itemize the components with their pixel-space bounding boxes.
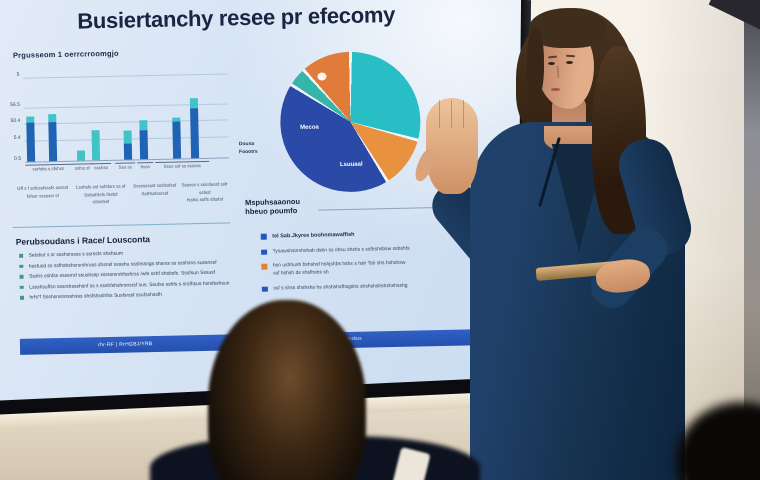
wall-pillar (744, 0, 760, 480)
presenter-raised-hand (426, 98, 478, 194)
presenter-hair-side (527, 28, 544, 100)
finger-line (463, 100, 464, 128)
presenter-eye (548, 62, 555, 65)
presenter-lips (551, 88, 560, 91)
audience-head (208, 300, 366, 480)
presenter-eye (566, 61, 573, 64)
finger-line (451, 100, 452, 128)
finger-line (439, 100, 440, 128)
